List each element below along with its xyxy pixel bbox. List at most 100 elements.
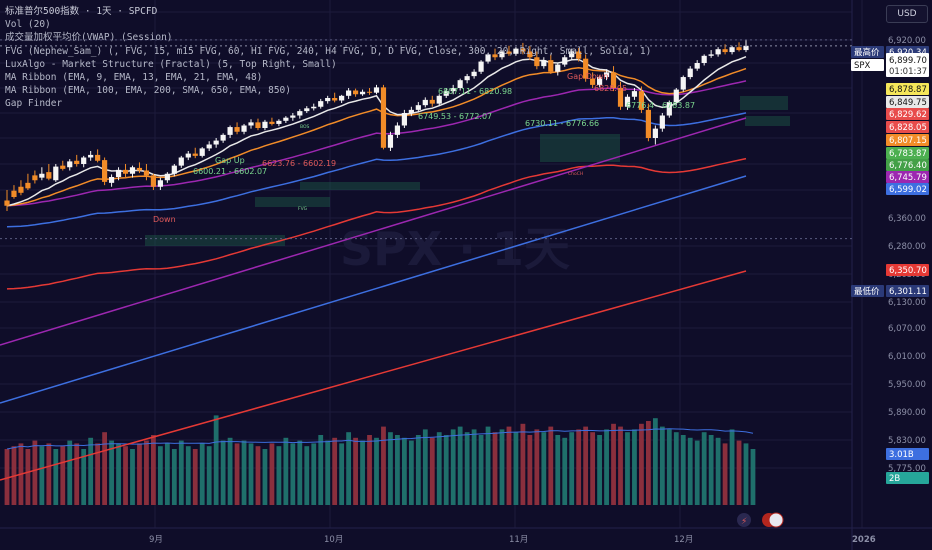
x-tick-label: 2026	[852, 535, 876, 545]
price-tag	[886, 147, 929, 159]
price-tag-value: 6,599.02	[889, 185, 927, 195]
candle-body	[213, 140, 219, 145]
candle-body	[332, 98, 338, 101]
candle-body	[67, 161, 73, 168]
price-tag-label-bg	[851, 46, 884, 58]
volume-bars	[4, 415, 756, 505]
volume-bar	[311, 443, 317, 505]
candle-body	[513, 48, 519, 54]
candle-body	[694, 63, 700, 69]
candle-body	[603, 72, 610, 78]
annotation-label: 6730.11 - 6776.66	[525, 119, 599, 128]
volume-bar	[137, 443, 142, 505]
candle-body	[143, 170, 150, 176]
currency-button[interactable]: USD	[886, 5, 928, 23]
volume-bar	[102, 432, 108, 505]
volume-bar	[722, 443, 728, 505]
volume-bar	[276, 446, 282, 505]
volume-bar	[332, 437, 338, 505]
indicator-ma-ribbon-2[interactable]: MA Ribbon (EMA, 100, EMA, 200, SMA, 650,…	[5, 85, 291, 97]
annotation-label: BOS	[300, 124, 310, 130]
legend-panel: 标准普尔500指数 · 1天 · SPCFD Vol (20) 成交量加权平均价…	[5, 5, 651, 111]
volume-bar	[46, 443, 52, 505]
volume-bar	[262, 449, 268, 505]
price-tag	[886, 159, 929, 171]
lightning-icon[interactable]	[737, 513, 751, 527]
volume-bar	[88, 437, 94, 505]
volume-bar	[144, 440, 149, 505]
candle-body	[39, 173, 45, 178]
bottom-icons: ⚡	[737, 512, 784, 528]
candle-body	[241, 125, 247, 132]
candle-body	[673, 89, 679, 103]
price-tag-label-bg	[851, 285, 884, 297]
volume-bar	[269, 443, 275, 505]
candle-body	[722, 49, 728, 53]
indicator-vwap[interactable]: 成交量加权平均价(VWAP) (Session)	[5, 32, 173, 44]
candle-body	[443, 91, 449, 96]
indicator-gap-finder[interactable]: Gap Finder	[5, 98, 63, 110]
volume-bar	[60, 446, 66, 505]
candle-body	[471, 71, 477, 77]
volume-bar	[4, 449, 10, 505]
indicator-vol[interactable]: Vol (20)	[5, 19, 51, 31]
candle-body	[199, 148, 205, 156]
volume-bar	[353, 437, 358, 505]
volume-bar	[123, 446, 128, 505]
volume-bar	[687, 437, 693, 505]
candle-body	[269, 121, 275, 124]
volume-bar	[415, 435, 421, 505]
volume-bar	[422, 429, 428, 505]
candle-body	[206, 144, 212, 149]
volume-bar	[555, 435, 561, 505]
candle-body	[485, 54, 491, 62]
volume-bar	[680, 435, 686, 505]
price-tag	[886, 121, 929, 133]
price-tag	[886, 83, 929, 95]
candle-body	[122, 169, 129, 174]
price-tag-value: 6,301.11	[889, 287, 927, 297]
price-tag	[886, 96, 929, 108]
x-tick-label: 10月	[324, 535, 343, 545]
price-tag-value: 6,828.05	[889, 123, 927, 133]
indicator-market-structure[interactable]: LuxAlgo - Market Structure (Fractal) (5,…	[5, 58, 337, 70]
candle-body	[325, 98, 331, 102]
candle-body	[645, 109, 651, 138]
y-tick-label: 5,830.00	[888, 436, 926, 446]
price-tag	[886, 53, 929, 77]
annotation-label: ChoCH	[568, 171, 583, 177]
y-tick-label: 6,280.00	[888, 242, 926, 252]
volume-bar	[478, 435, 484, 505]
volume-bar	[192, 449, 198, 505]
candle-body	[11, 190, 17, 197]
annotation-label: 6828.05	[594, 84, 627, 93]
indicator-fvg[interactable]: FVG (Nephew_Sam_) (, FVG, 15, m15 FVG, 6…	[5, 45, 652, 57]
high-low-lines	[0, 39, 852, 240]
flag-icon-2[interactable]	[768, 512, 784, 528]
volume-bar	[53, 449, 59, 505]
volume-bar	[632, 429, 637, 505]
candle-body	[743, 45, 749, 51]
annotation-label: 6623.76 - 6602.19	[262, 159, 336, 168]
fvg-box	[540, 134, 620, 162]
time-axis[interactable]: 9月 10月 11月 12月 2026	[149, 535, 876, 545]
annotation-label: Gap Down	[567, 72, 608, 81]
candle-body	[32, 175, 38, 181]
volume-bar	[220, 440, 226, 505]
volume-bar	[736, 440, 742, 505]
fvg-box	[745, 116, 790, 126]
volume-bar	[541, 432, 547, 505]
volume-bar	[157, 446, 163, 505]
annotation-label: 6776.4 - 6783.87	[626, 101, 695, 110]
volume-bar	[499, 429, 505, 505]
indicator-ma-ribbon-1[interactable]: MA Ribbon (EMA, 9, EMA, 13, EMA, 21, EMA…	[5, 72, 263, 84]
price-tag	[886, 134, 929, 146]
volume-bar	[360, 440, 365, 505]
volume-bar	[625, 432, 630, 505]
candle-body	[464, 76, 470, 81]
chart-title[interactable]: 标准普尔500指数 · 1天 · SPCFD	[5, 6, 158, 17]
volume-bar	[562, 437, 568, 505]
volume-bar	[548, 426, 554, 505]
price-tag-label: 最高价	[854, 47, 880, 58]
